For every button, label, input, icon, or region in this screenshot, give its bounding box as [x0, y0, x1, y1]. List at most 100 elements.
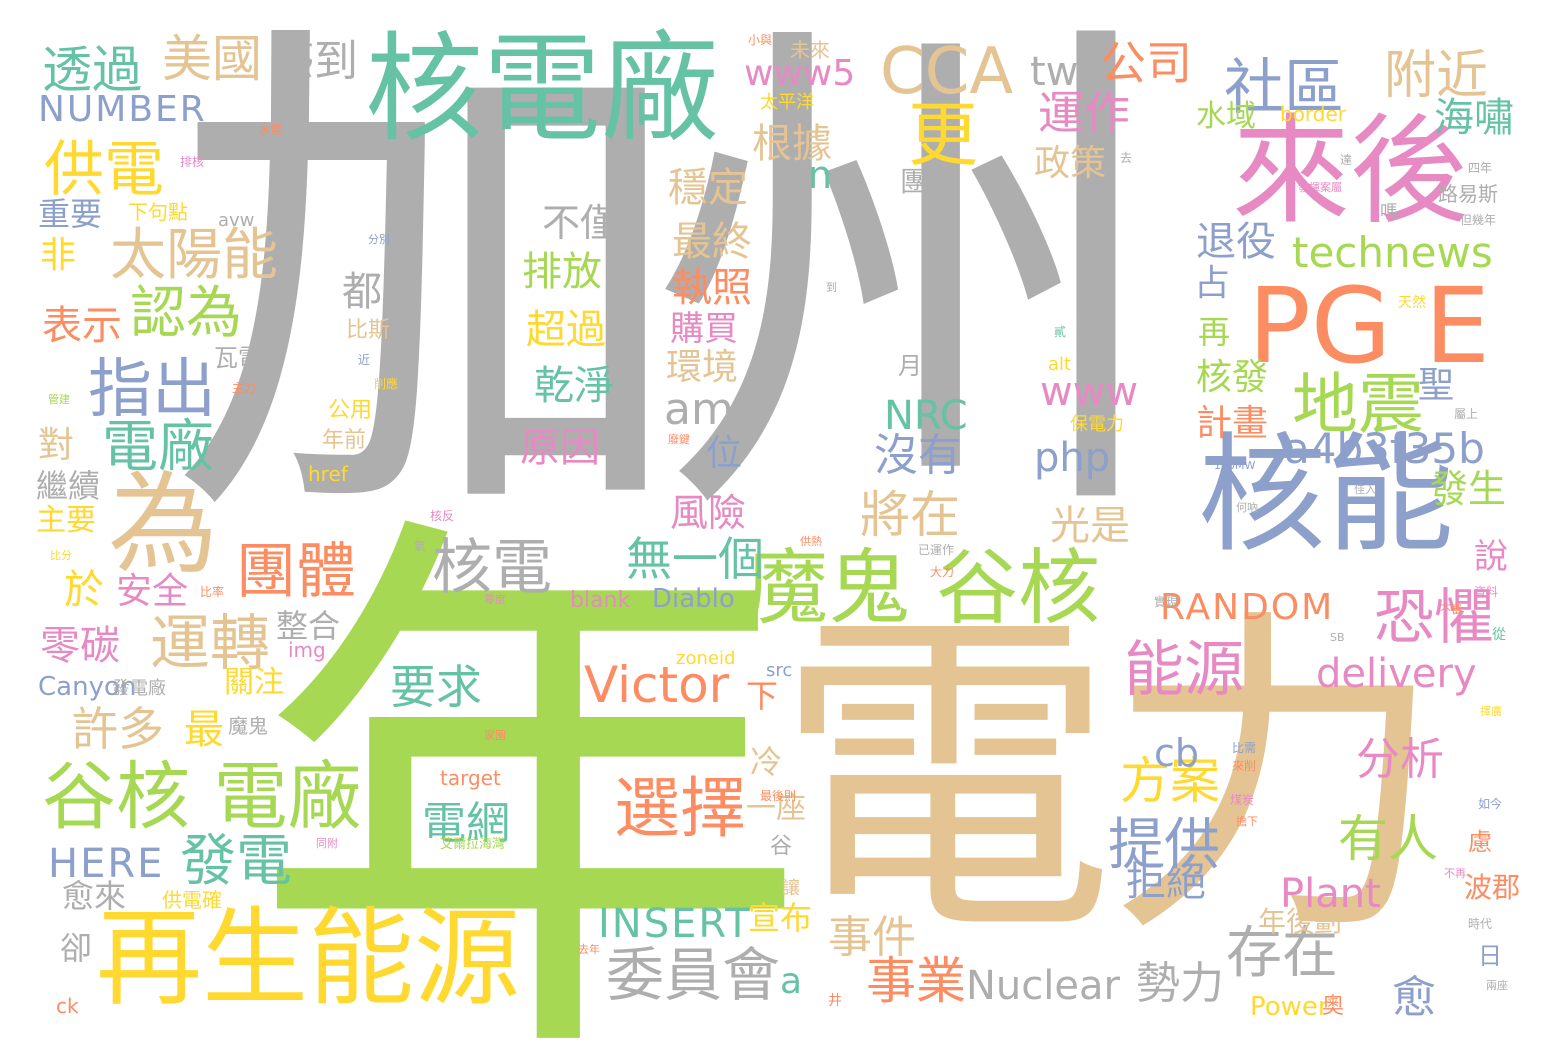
word-danjinian: 但幾年 [1460, 213, 1497, 227]
word-shili: 勢力 [1136, 958, 1224, 1009]
word-luyisi: 路易斯 [1438, 182, 1498, 206]
word-lingdu: 零度 [484, 593, 506, 606]
word-lingtan: 零碳 [40, 623, 120, 669]
word-zoneid: zoneid [676, 648, 736, 669]
word-geng: 更 [908, 94, 978, 176]
word-dianli: 電力 [775, 582, 1445, 978]
word-yue: 月 [898, 352, 922, 380]
word-dizhen: 地震 [1292, 366, 1424, 443]
word-bojun: 波郡 [1464, 871, 1521, 904]
word-canyon: Canyon [38, 672, 137, 702]
word-dao: 到 [826, 281, 837, 294]
word-youren: 有人 [1338, 810, 1438, 868]
word-xuanbu: 宣布 [748, 899, 813, 937]
word-bifen: 比分 [50, 549, 72, 562]
word-aierla: 艾爾拉海灣 [440, 837, 506, 852]
word-shijian: 事件 [828, 912, 916, 963]
word-renwei: 認為 [130, 281, 242, 346]
word-paihe: 排核 [180, 155, 205, 169]
word-tuandui: 團隊 [900, 165, 957, 198]
word-qi: 氣 [414, 539, 427, 553]
word-feijian: 廢鍵 [668, 433, 690, 446]
word-nuclear: Nuclear [966, 963, 1120, 1009]
word-shidai: 時代 [1468, 917, 1493, 931]
word-yuanyin: 原因 [520, 425, 600, 471]
word-power: Power [1250, 992, 1329, 1022]
word-yiyunzuo: 已運作 [918, 543, 955, 557]
word-jiayuan: 家園 [484, 729, 506, 742]
word-hena: 何吶 [1236, 501, 1258, 514]
word-baodianli: 保電力 [1070, 414, 1124, 435]
word-ck: ck [56, 994, 79, 1018]
word-jujue: 拒絕 [1126, 859, 1206, 905]
word-ma: 嗎 [1380, 202, 1398, 223]
word-160mw: 160MW [1214, 459, 1256, 472]
word-tongfu: 同附 [316, 837, 338, 850]
word-tuiyi: 退役 [1196, 219, 1276, 265]
word-shiye: 事業 [866, 952, 966, 1010]
word-lv: 慮 [1468, 828, 1492, 856]
word-weilai: 未來 [790, 38, 830, 62]
word-hefa: 核發 [1196, 357, 1269, 398]
word-n: n [808, 153, 833, 197]
word-wuyige: 無一個 [626, 532, 764, 586]
word-xia: 下 [746, 677, 779, 715]
word-blank: blank [570, 588, 631, 613]
word-diablo: Diablo [652, 584, 735, 614]
word-meiguo: 美國 [162, 30, 262, 88]
word-liangzuo: 兩座 [1486, 979, 1508, 992]
word-plant: Plant [1280, 871, 1381, 917]
word-target: target [440, 766, 501, 790]
word-jiazhou: 加州 [170, 0, 1170, 583]
word-zhichu: 指出 [88, 353, 216, 427]
word-bixu: 比需 [1232, 741, 1257, 755]
word-here: HERE [48, 841, 165, 887]
word-zhan: 占 [1194, 263, 1231, 304]
word-shequ: 社區 [1224, 53, 1344, 123]
word-php: php [1034, 435, 1111, 481]
word-weiyuanhui: 委員會 [606, 941, 781, 1009]
word-bushen: 不審 [1440, 603, 1462, 616]
word-nian: 年 [250, 474, 810, 1052]
word-chaoguo: 超過 [526, 307, 606, 353]
word-gu: 谷 [770, 834, 793, 859]
word-zhizhao: 執照 [672, 265, 752, 311]
word-dou: 都 [342, 269, 382, 315]
word-hefan: 核反 [430, 509, 455, 523]
word-sinian: 四年 [1468, 161, 1493, 175]
word-zaisheng: 再生能源 [96, 897, 520, 1020]
word-fadianchang: 發電廠 [112, 678, 166, 699]
word-yulai: 愈來 [62, 877, 127, 915]
word-bilv: 比率 [200, 585, 225, 599]
word-que: 卻 [60, 929, 93, 967]
word-hedianchang: 核電廠 [365, 20, 720, 158]
word-shuiyu: 水域 [1196, 99, 1256, 134]
word-genju: 根據 [752, 121, 832, 167]
word-nianhouhua: 年後劃 [1258, 905, 1343, 938]
word-src: src [766, 660, 793, 681]
word-mogui-guhe: 魔鬼 谷核 [746, 541, 1101, 636]
word-technews: technews [1292, 228, 1493, 277]
word-gongdian: 供電 [44, 135, 164, 205]
word-zhuli: 主力 [232, 381, 257, 395]
word-shuo: 說 [1474, 537, 1508, 577]
word-nianqian: 年前 [322, 428, 367, 453]
word-fenbie: 分別 [368, 233, 390, 246]
word-huanjing: 環境 [666, 347, 739, 388]
word-tw: tw [1030, 49, 1079, 95]
word-jin: 近 [358, 353, 371, 367]
word-nrc: NRC [884, 393, 968, 439]
word-delivery: delivery [1316, 651, 1477, 697]
word-leng: 冷 [750, 743, 783, 781]
word-dianwang: 電網 [422, 798, 510, 849]
word-biaoshi: 表示 [42, 303, 122, 349]
word-wadian: 瓦電 [214, 344, 262, 372]
word-guanzhu: 關注 [224, 665, 284, 700]
word-zhongyao: 重要 [38, 195, 103, 233]
word-zeguang: 擇廣 [1480, 705, 1502, 718]
word-fei: 非 [40, 235, 77, 276]
word-zuihouze: 最後則 [760, 789, 797, 803]
word-laihou: 來後 [1232, 102, 1469, 240]
word-yunzhuan: 運轉 [150, 609, 270, 679]
